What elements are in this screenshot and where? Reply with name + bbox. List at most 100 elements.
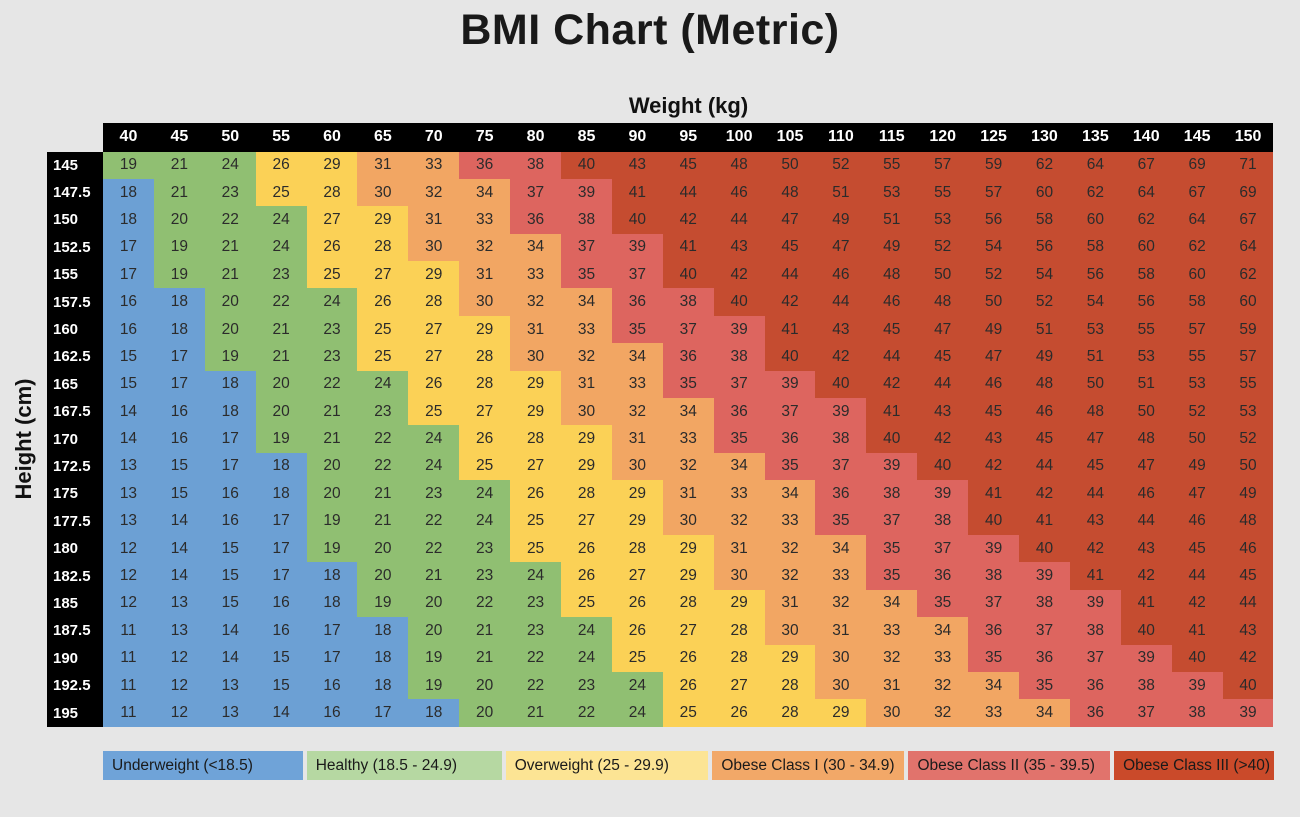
bmi-cell: 39 — [764, 370, 816, 399]
bmi-cell: 12 — [103, 589, 154, 618]
bmi-cell: 39 — [611, 233, 663, 262]
bmi-cell: 37 — [561, 233, 612, 262]
bmi-cell: 43 — [917, 398, 969, 426]
bmi-table-row: 152.5 17 19 21 24 26 28 30 32 34 37 39 41 43 45 47 49 52 5… — [47, 233, 1274, 262]
bmi-cell: 34 — [917, 617, 969, 645]
bmi-cell: 27 — [306, 206, 358, 234]
height-header-cell: 147.5 — [47, 178, 103, 207]
bmi-cell: 16 — [306, 671, 358, 700]
bmi-cell: 11 — [103, 644, 154, 672]
bmi-cell: 15 — [255, 644, 307, 672]
bmi-cell: 40 — [815, 370, 867, 399]
bmi-cell: 23 — [306, 315, 358, 344]
bmi-cell: 42 — [968, 452, 1020, 481]
bmi-cell: 42 — [1171, 589, 1223, 618]
bmi-cell: 17 — [255, 507, 307, 535]
bmi-cell: 33 — [408, 151, 460, 179]
height-header-cell: 155 — [47, 261, 103, 289]
bmi-cell: 17 — [255, 534, 307, 563]
bmi-cell: 29 — [408, 261, 460, 289]
bmi-cell: 23 — [561, 671, 612, 700]
bmi-cell: 18 — [255, 452, 307, 481]
bmi-cell: 14 — [153, 534, 205, 563]
bmi-cell: 32 — [408, 178, 460, 207]
bmi-cell: 39 — [815, 398, 867, 426]
bmi-cell: 44 — [1019, 452, 1070, 481]
bmi-cell: 40 — [1171, 644, 1223, 672]
bmi-cell: 40 — [917, 452, 969, 481]
bmi-cell: 44 — [713, 206, 765, 234]
bmi-cell: 27 — [408, 315, 460, 344]
bmi-cell: 28 — [764, 699, 816, 727]
bmi-cell: 28 — [713, 617, 765, 645]
bmi-cell: 28 — [357, 233, 409, 262]
bmi-cell: 14 — [153, 562, 205, 590]
bmi-cell: 48 — [713, 151, 765, 179]
bmi-cell: 20 — [204, 315, 256, 344]
bmi-cell: 41 — [1171, 617, 1223, 645]
height-header-cell: 165 — [47, 370, 103, 399]
bmi-cell: 38 — [662, 288, 714, 316]
legend-item-obese-3: Obese Class III (>40) — [1114, 751, 1275, 780]
bmi-cell: 52 — [1222, 425, 1274, 453]
bmi-cell: 30 — [662, 507, 714, 535]
bmi-cell: 21 — [459, 644, 511, 672]
bmi-cell: 67 — [1222, 206, 1274, 234]
bmi-cell: 52 — [815, 151, 867, 179]
bmi-cell: 45 — [1069, 452, 1121, 481]
bmi-cell: 21 — [357, 480, 409, 508]
bmi-cell: 31 — [611, 425, 663, 453]
bmi-cell: 62 — [1120, 206, 1172, 234]
weight-header-cell: 65 — [357, 123, 409, 152]
bmi-cell: 40 — [968, 507, 1020, 535]
bmi-cell: 36 — [764, 425, 816, 453]
bmi-cell: 64 — [1069, 151, 1121, 179]
bmi-cell: 29 — [459, 315, 511, 344]
bmi-cell: 18 — [357, 671, 409, 700]
height-header-cell: 182.5 — [47, 562, 103, 590]
bmi-cell: 24 — [510, 562, 562, 590]
bmi-cell: 42 — [764, 288, 816, 316]
bmi-cell: 49 — [968, 315, 1020, 344]
bmi-cell: 14 — [103, 425, 154, 453]
bmi-cell: 41 — [611, 178, 663, 207]
bmi-cell: 54 — [1069, 288, 1121, 316]
height-header-cell: 150 — [47, 206, 103, 234]
bmi-cell: 58 — [1120, 261, 1172, 289]
bmi-cell: 32 — [713, 507, 765, 535]
bmi-table-row: 190 11 12 14 15 17 18 19 21 22 24 25 26 28 29 30 32 33 35 3… — [47, 644, 1274, 672]
bmi-cell: 45 — [866, 315, 918, 344]
bmi-cell: 44 — [815, 288, 867, 316]
bmi-cell: 17 — [204, 425, 256, 453]
bmi-cell: 27 — [662, 617, 714, 645]
bmi-table-row: 162.5 15 17 19 21 23 25 27 28 30 32 34 36 38 40 42 44 45 4… — [47, 343, 1274, 371]
bmi-cell: 24 — [408, 425, 460, 453]
bmi-cell: 33 — [866, 617, 918, 645]
height-header-cell: 172.5 — [47, 452, 103, 481]
bmi-cell: 19 — [153, 261, 205, 289]
bmi-cell: 30 — [510, 343, 562, 371]
bmi-cell: 40 — [1120, 617, 1172, 645]
chart-title: BMI Chart (Metric) — [460, 6, 840, 54]
bmi-cell: 43 — [968, 425, 1020, 453]
bmi-cell: 20 — [357, 534, 409, 563]
bmi-cell: 25 — [408, 398, 460, 426]
bmi-legend: Underweight (<18.5) Healthy (18.5 - 24.9)… — [103, 751, 1275, 780]
bmi-cell: 31 — [510, 315, 562, 344]
bmi-cell: 46 — [1171, 507, 1223, 535]
bmi-cell: 58 — [1069, 233, 1121, 262]
bmi-cell: 34 — [662, 398, 714, 426]
bmi-cell: 56 — [1120, 288, 1172, 316]
bmi-cell: 26 — [561, 534, 612, 563]
bmi-cell: 29 — [510, 370, 562, 399]
bmi-cell: 38 — [815, 425, 867, 453]
bmi-cell: 60 — [1019, 178, 1070, 207]
bmi-cell: 14 — [255, 699, 307, 727]
bmi-cell: 53 — [866, 178, 918, 207]
bmi-cell: 41 — [1019, 507, 1070, 535]
bmi-table-row: 167.5 14 16 18 20 21 23 25 27 29 30 32 34 36 37 39 41 43 4… — [47, 398, 1274, 426]
bmi-cell: 28 — [510, 425, 562, 453]
bmi-cell: 42 — [713, 261, 765, 289]
bmi-cell: 22 — [510, 671, 562, 700]
bmi-cell: 46 — [713, 178, 765, 207]
